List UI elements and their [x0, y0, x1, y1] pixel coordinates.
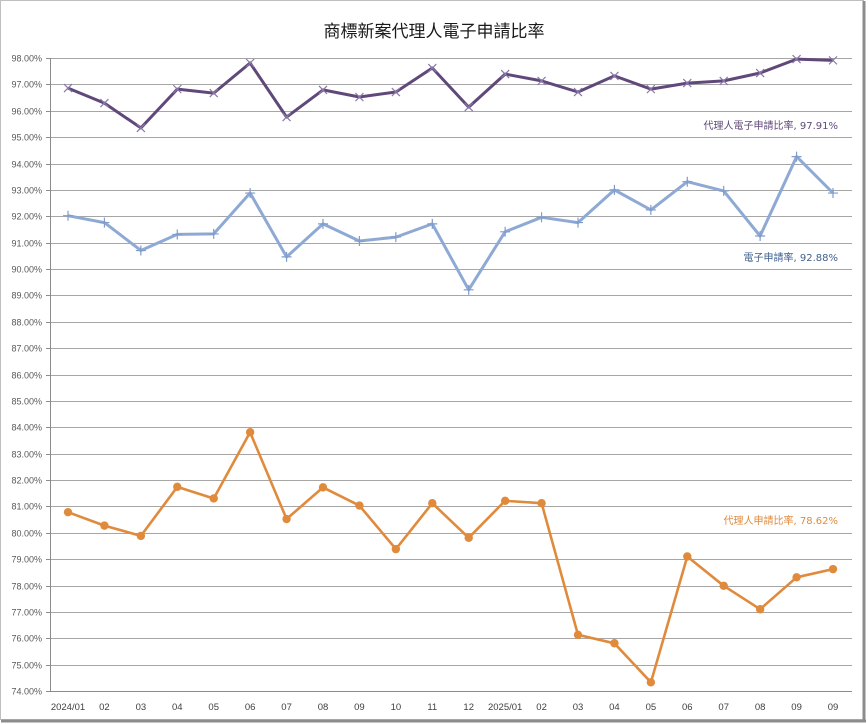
- x-tick-label: 04: [609, 702, 620, 713]
- data-point-marker: [501, 497, 509, 505]
- data-point-marker: [465, 534, 473, 542]
- y-tick-label: 77.00%: [11, 608, 42, 618]
- y-tick-label: 86.00%: [11, 371, 42, 381]
- y-tick-label: 83.00%: [11, 450, 42, 460]
- y-tick-label: 88.00%: [11, 318, 42, 328]
- data-point-marker: [756, 605, 764, 613]
- x-tick-label: 2024/01: [51, 702, 85, 713]
- y-tick-label: 96.00%: [11, 107, 42, 117]
- data-point-marker: [428, 499, 436, 507]
- y-tick-label: 87.00%: [11, 344, 42, 354]
- x-tick-label: 05: [646, 702, 657, 713]
- y-tick-label: 75.00%: [11, 661, 42, 671]
- data-point-marker: [574, 631, 582, 639]
- y-tick-label: 89.00%: [11, 291, 42, 301]
- data-point-marker: [100, 521, 108, 529]
- y-tick-label: 98.00%: [11, 54, 42, 64]
- data-point-marker: [792, 573, 800, 581]
- y-tick-label: 79.00%: [11, 555, 42, 565]
- series-end-label: 代理人電子申請比率, 97.91%: [704, 119, 839, 132]
- y-tick-label: 92.00%: [11, 212, 42, 222]
- data-point-marker: [319, 483, 327, 491]
- y-tick-label: 90.00%: [11, 265, 42, 275]
- x-tick-label: 03: [573, 702, 584, 713]
- data-point-marker: [355, 501, 363, 509]
- x-tick-label: 06: [682, 702, 693, 713]
- chart-border: [1, 1, 864, 720]
- x-tick-label: 02: [99, 702, 110, 713]
- y-tick-label: 84.00%: [11, 423, 42, 433]
- data-point-marker: [683, 552, 691, 560]
- chart-title: 商標新案代理人電子申請比率: [324, 22, 545, 42]
- y-tick-label: 74.00%: [11, 687, 42, 697]
- x-tick-label: 11: [427, 702, 437, 713]
- y-tick-label: 82.00%: [11, 476, 42, 486]
- data-point-marker: [246, 428, 254, 436]
- data-point-marker: [829, 565, 837, 573]
- y-tick-label: 85.00%: [11, 397, 42, 407]
- x-tick-label: 05: [208, 702, 219, 713]
- y-tick-label: 97.00%: [11, 80, 42, 90]
- y-tick-label: 93.00%: [11, 186, 42, 196]
- data-point-marker: [173, 483, 181, 491]
- data-point-marker: [64, 508, 72, 516]
- x-tick-label: 09: [791, 702, 802, 713]
- y-tick-label: 95.00%: [11, 133, 42, 143]
- y-tick-label: 80.00%: [11, 529, 42, 539]
- y-tick-label: 81.00%: [11, 502, 42, 512]
- x-tick-label: 03: [136, 702, 147, 713]
- data-point-marker: [647, 678, 655, 686]
- y-tick-label: 76.00%: [11, 634, 42, 644]
- x-tick-label: 12: [463, 702, 474, 713]
- series-end-label: 電子申請率, 92.88%: [744, 251, 839, 264]
- x-tick-label: 2025/01: [488, 702, 522, 713]
- x-tick-label: 07: [281, 702, 292, 713]
- y-tick-label: 94.00%: [11, 160, 42, 170]
- data-point-marker: [392, 545, 400, 553]
- x-tick-label: 08: [318, 702, 329, 713]
- line-chart: 商標新案代理人電子申請比率 98.00% 97.00% 96.00% 95.00% 94…: [0, 0, 868, 724]
- x-tick-label: 07: [718, 702, 729, 713]
- series-end-label: 代理人申請比率, 78.62%: [724, 514, 839, 527]
- x-tick-label: 10: [391, 702, 402, 713]
- y-tick-label: 91.00%: [11, 239, 42, 249]
- x-tick-label: 02: [536, 702, 547, 713]
- data-point-marker: [137, 532, 145, 540]
- x-tick-label: 08: [755, 702, 766, 713]
- x-tick-label: 09: [354, 702, 365, 713]
- x-tick-label: 09: [828, 702, 839, 713]
- data-point-marker: [537, 499, 545, 507]
- data-point-marker: [610, 639, 618, 647]
- data-point-marker: [210, 494, 218, 502]
- data-point-marker: [282, 515, 290, 523]
- y-tick-label: 78.00%: [11, 582, 42, 592]
- x-tick-label: 06: [245, 702, 256, 713]
- chart-container: 商標新案代理人電子申請比率 98.00% 97.00% 96.00% 95.00% 94…: [0, 0, 868, 724]
- data-point-marker: [720, 582, 728, 590]
- x-tick-label: 04: [172, 702, 183, 713]
